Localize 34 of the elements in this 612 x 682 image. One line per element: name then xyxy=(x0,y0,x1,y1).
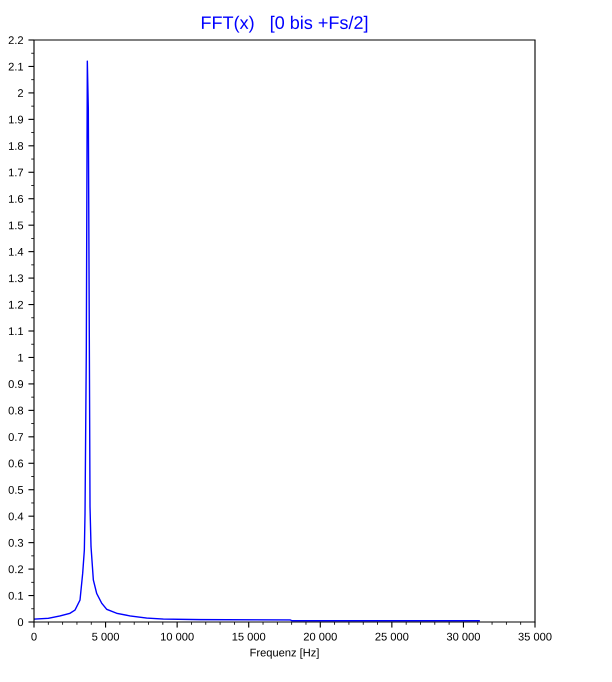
y-tick-label: 1.8 xyxy=(8,142,24,150)
y-tick-label: 0.1 xyxy=(8,592,24,600)
y-tick-label: 2.2 xyxy=(8,36,24,44)
y-tick-label: 0.7 xyxy=(8,433,24,441)
x-tick-label: 25 000 xyxy=(375,632,408,641)
y-tick-label: 0.6 xyxy=(8,460,24,468)
y-tick-label: 2.1 xyxy=(8,62,24,70)
y-tick-label: 1.5 xyxy=(8,222,24,230)
chart-title: FFT(x) [0 bis +Fs/2] xyxy=(202,16,368,33)
y-tick-label: 0.4 xyxy=(8,512,24,520)
y-tick-label: 0.2 xyxy=(8,565,24,574)
y-tick-label: 0.8 xyxy=(8,406,24,414)
x-tick-label: 30 000 xyxy=(446,632,480,641)
x-axis-title: Frequenz [Hz] xyxy=(250,648,319,659)
y-tick-label: 1.9 xyxy=(8,116,24,124)
x-tick-label: 20 000 xyxy=(304,632,337,641)
x-tick-label: 5 000 xyxy=(92,632,120,641)
y-tick-label: 0.9 xyxy=(8,380,24,388)
y-tick-label: 1.3 xyxy=(8,274,24,282)
y-tick-label: 0.5 xyxy=(8,486,24,494)
y-tick-label: 1.4 xyxy=(8,248,24,256)
y-tick-label: 1.6 xyxy=(8,194,24,203)
x-tick-label: 0 xyxy=(31,632,37,641)
line-series xyxy=(34,60,480,622)
y-tick-label: 0 xyxy=(18,618,24,626)
y-tick-label: 1.2 xyxy=(8,300,24,309)
y-tick-label: 1.7 xyxy=(8,168,24,176)
y-tick-label: 1.1 xyxy=(8,327,24,336)
x-tick-label: 35 000 xyxy=(518,632,552,641)
x-tick-label: 10 000 xyxy=(161,632,194,641)
y-tick-label: 2 xyxy=(18,89,24,97)
y-tick-label: 1 xyxy=(18,354,24,362)
x-tick-label: 15 000 xyxy=(232,632,266,641)
y-tick-label: 0.3 xyxy=(8,538,24,547)
